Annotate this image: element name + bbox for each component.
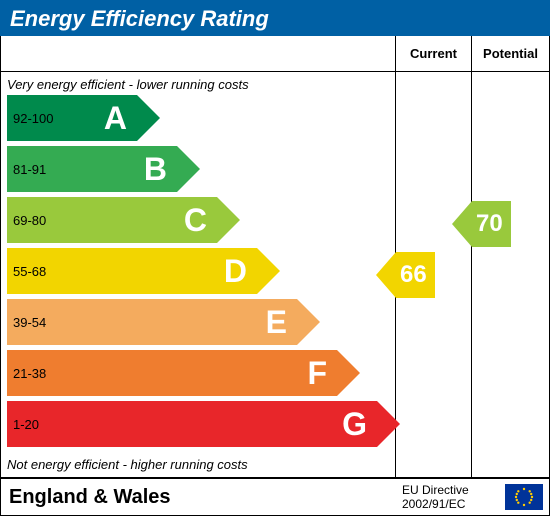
band-bar-a: 92-100A [7,95,137,141]
potential-value: 70 [472,201,511,247]
band-chevron-icon [137,95,160,141]
band-row-b: 81-91B [7,146,389,192]
potential-arrow: 70 [452,201,511,247]
band-bar-d: 55-68D [7,248,257,294]
band-bar-e: 39-54E [7,299,297,345]
note-bottom: Not energy efficient - higher running co… [7,452,389,475]
band-bar-c: 69-80C [7,197,217,243]
band-chevron-icon [217,197,240,243]
band-chevron-icon [177,146,200,192]
band-range: 81-91 [7,162,144,177]
directive-line1: EU Directive [402,483,469,497]
band-letter: C [184,202,217,239]
band-letter: G [342,406,377,443]
band-row-a: 92-100A [7,95,389,141]
directive-line2: 2002/91/EC [402,497,469,511]
band-chevron-icon [297,299,320,345]
band-bar-g: 1-20G [7,401,377,447]
footer-region: England & Wales [1,486,396,509]
current-arrow: 66 [376,252,435,298]
potential-arrow-head-icon [452,201,472,247]
band-bar-f: 21-38F [7,350,337,396]
band-row-f: 21-38F [7,350,389,396]
current-value: 66 [396,252,435,298]
bands-body: Very energy efficient - lower running co… [1,72,395,475]
current-column: Current 66 [396,36,472,477]
band-range: 39-54 [7,315,266,330]
footer: England & Wales EU Directive 2002/91/EC [0,478,550,516]
footer-directive: EU Directive 2002/91/EC [396,483,549,512]
chart-title: Energy Efficiency Rating [10,6,269,31]
band-chevron-icon [257,248,280,294]
band-letter: B [144,151,177,188]
band-letter: D [224,253,257,290]
chart-main: Very energy efficient - lower running co… [0,36,550,478]
band-chevron-icon [337,350,360,396]
band-range: 92-100 [7,111,104,126]
band-letter: A [104,100,137,137]
band-letter: E [266,304,297,341]
current-arrow-head-icon [376,252,396,298]
band-row-e: 39-54E [7,299,389,345]
potential-column: Potential 70 [472,36,549,477]
band-range: 1-20 [7,417,342,432]
bands-column: Very energy efficient - lower running co… [1,36,396,477]
bands-list: 92-100A 81-91B 69-80C 55-68D 39-54E 21-38F 1-2… [7,95,389,447]
note-top: Very energy efficient - lower running co… [7,72,389,95]
bands-header-spacer [1,36,395,72]
eu-flag-icon [505,484,543,510]
potential-header: Potential [472,36,549,72]
current-header: Current [396,36,471,72]
band-range: 21-38 [7,366,307,381]
band-row-g: 1-20G [7,401,389,447]
band-bar-b: 81-91B [7,146,177,192]
band-range: 55-68 [7,264,224,279]
directive-text: EU Directive 2002/91/EC [402,483,469,512]
title-bar: Energy Efficiency Rating [0,0,550,36]
band-row-c: 69-80C [7,197,389,243]
band-letter: F [307,355,337,392]
band-row-d: 55-68D [7,248,389,294]
band-range: 69-80 [7,213,184,228]
epc-chart: Energy Efficiency Rating Very energy eff… [0,0,550,517]
